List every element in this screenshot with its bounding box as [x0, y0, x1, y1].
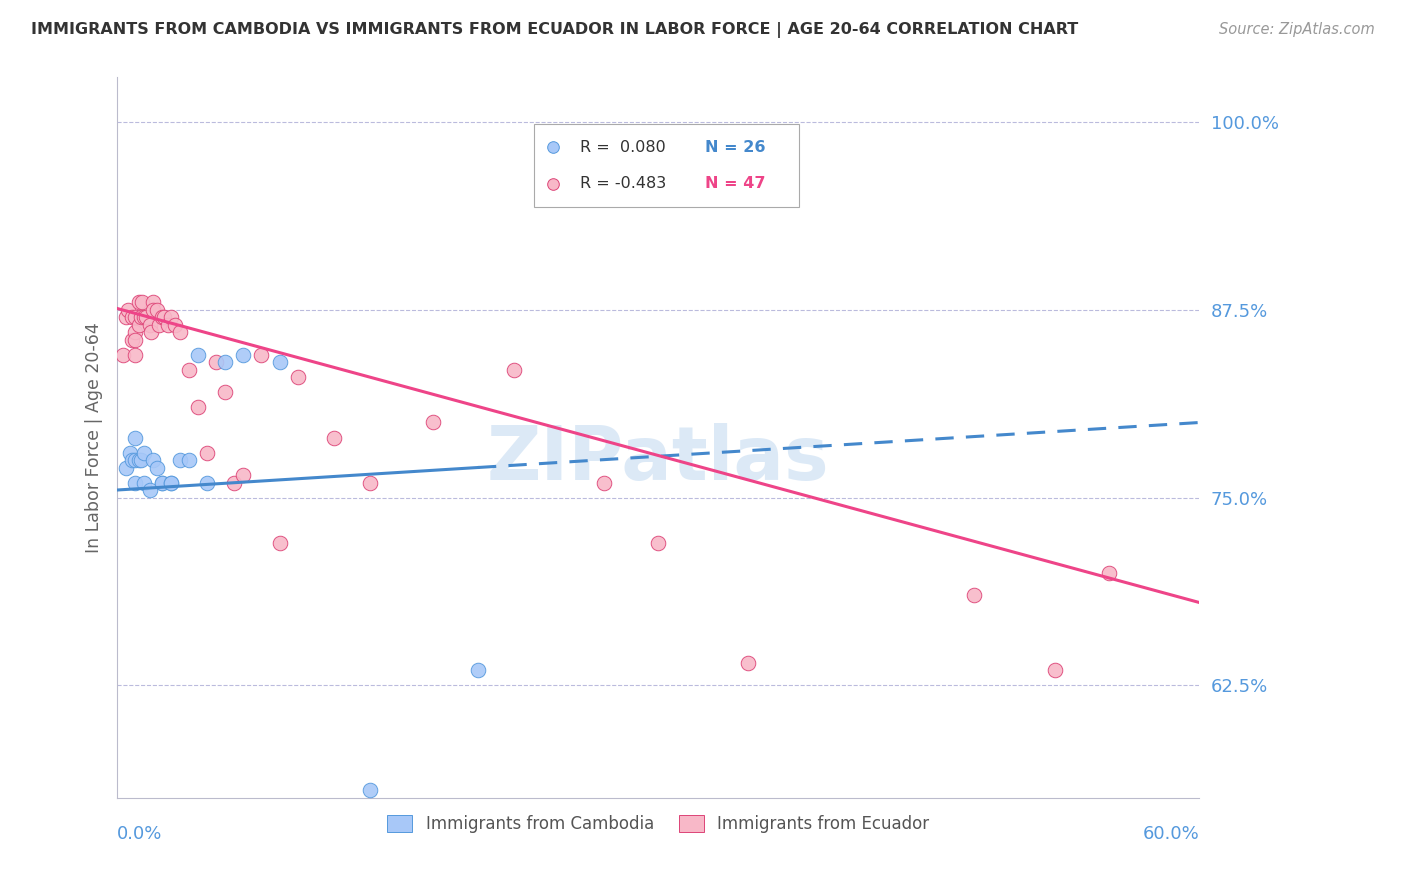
Point [214, 385, 236, 400]
Point [124, 430, 146, 444]
Point [169, 326, 191, 340]
Point [124, 333, 146, 347]
Text: R =  0.080: R = 0.080 [581, 140, 666, 155]
Point [115, 310, 138, 325]
Point [134, 475, 156, 490]
Point [138, 483, 160, 497]
Point [269, 355, 291, 369]
Point [647, 535, 669, 549]
Point [150, 475, 173, 490]
Point [224, 475, 246, 490]
Point [503, 363, 526, 377]
Point [142, 303, 165, 318]
Point [111, 348, 134, 362]
Point [593, 475, 616, 490]
Point [359, 475, 381, 490]
Point [156, 318, 179, 332]
Point [124, 310, 146, 325]
Point [737, 656, 759, 670]
Point [128, 318, 150, 332]
Point [138, 318, 160, 332]
Point [124, 326, 146, 340]
Point [422, 416, 444, 430]
Point [832, 261, 855, 276]
Point [124, 475, 146, 490]
FancyBboxPatch shape [534, 124, 799, 207]
Point [135, 310, 157, 325]
Point [121, 453, 143, 467]
Point [160, 475, 183, 490]
Text: Source: ZipAtlas.com: Source: ZipAtlas.com [1219, 22, 1375, 37]
Point [205, 355, 228, 369]
Point [195, 445, 218, 459]
Point [148, 318, 170, 332]
Point [115, 460, 138, 475]
Point [146, 303, 169, 318]
Point [163, 318, 186, 332]
Point [250, 348, 273, 362]
Point [287, 370, 309, 384]
Point [963, 588, 986, 602]
Legend: Immigrants from Cambodia, Immigrants from Ecuador: Immigrants from Cambodia, Immigrants fro… [381, 808, 936, 839]
Point [142, 453, 165, 467]
Point [1098, 566, 1121, 580]
Text: 60.0%: 60.0% [1143, 824, 1199, 843]
Text: N = 26: N = 26 [704, 140, 765, 155]
Point [160, 310, 183, 325]
Point [359, 783, 381, 797]
Point [160, 475, 183, 490]
Point [169, 453, 191, 467]
Text: ZIPatlas: ZIPatlas [486, 423, 830, 496]
Point [124, 348, 146, 362]
Point [142, 295, 165, 310]
Point [322, 430, 344, 444]
Text: 0.0%: 0.0% [117, 824, 163, 843]
Point [179, 363, 201, 377]
Point [117, 303, 139, 318]
Point [134, 445, 156, 459]
Point [128, 295, 150, 310]
Point [187, 348, 209, 362]
Point [118, 445, 141, 459]
Point [146, 460, 169, 475]
Point [832, 337, 855, 351]
Point [129, 453, 152, 467]
Y-axis label: In Labor Force | Age 20-64: In Labor Force | Age 20-64 [86, 322, 103, 553]
Text: IMMIGRANTS FROM CAMBODIA VS IMMIGRANTS FROM ECUADOR IN LABOR FORCE | AGE 20-64 C: IMMIGRANTS FROM CAMBODIA VS IMMIGRANTS F… [31, 22, 1078, 38]
Point [129, 310, 152, 325]
Point [232, 348, 254, 362]
Point [150, 475, 173, 490]
Point [141, 326, 163, 340]
Point [179, 453, 201, 467]
Point [153, 310, 176, 325]
Point [121, 333, 143, 347]
Point [214, 355, 236, 369]
Point [195, 475, 218, 490]
Point [134, 310, 156, 325]
Point [467, 663, 489, 677]
Point [121, 310, 143, 325]
Point [269, 535, 291, 549]
Point [1043, 663, 1066, 677]
Point [150, 310, 173, 325]
Point [232, 468, 254, 483]
Text: R = -0.483: R = -0.483 [581, 177, 666, 192]
Text: N = 47: N = 47 [704, 177, 765, 192]
Point [124, 453, 146, 467]
Point [187, 401, 209, 415]
Point [128, 453, 150, 467]
Point [131, 295, 153, 310]
